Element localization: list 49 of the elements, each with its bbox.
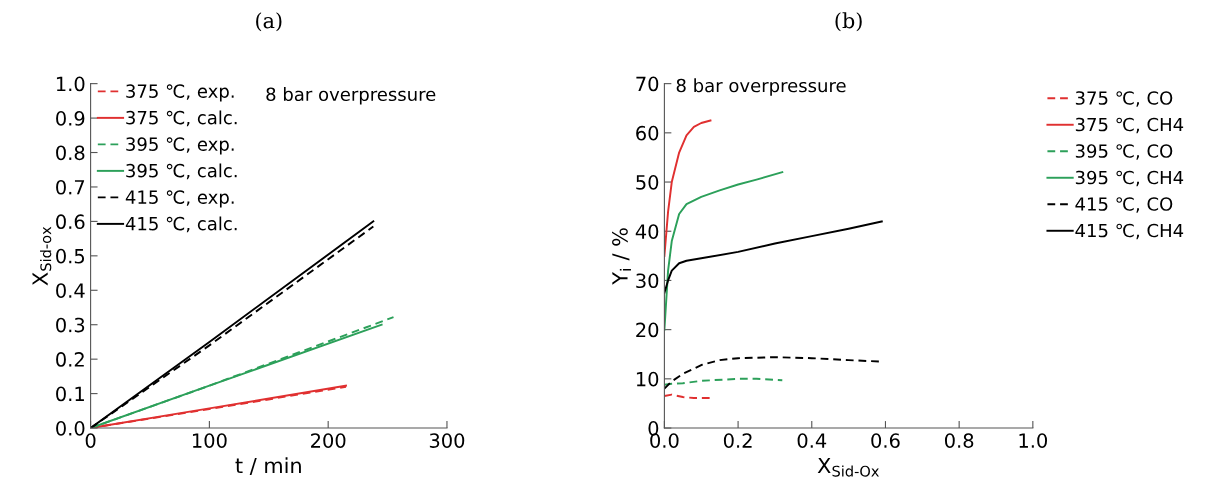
x-tick-label: 200 bbox=[311, 433, 346, 448]
x-tick-label: 100 bbox=[192, 433, 227, 448]
y-tick-label: 70 bbox=[636, 76, 659, 92]
y-tick-label: 0.3 bbox=[56, 317, 85, 333]
legend-label: 375 ℃, exp. bbox=[126, 84, 234, 102]
y-tick-label: 20 bbox=[636, 322, 659, 338]
legend-label: 415 ℃, CH4 bbox=[1075, 223, 1184, 240]
legend-label: 375 ℃, calc. bbox=[126, 110, 237, 127]
y-axis-title: X$_{Sid-ox}$ bbox=[32, 226, 52, 286]
legend-label: 415 ℃, exp. bbox=[125, 190, 234, 208]
y-tick-label: 50 bbox=[636, 175, 659, 190]
legend-label: 395 ℃, calc. bbox=[126, 163, 237, 180]
legend-label: 395 ℃, CO bbox=[1075, 144, 1173, 160]
y-tick-label: 1.0 bbox=[56, 76, 85, 92]
x-axis-title: X$_{Sid-Ox}$ bbox=[817, 457, 879, 477]
y-tick-label: 60 bbox=[636, 125, 659, 141]
y-tick-label: 0.6 bbox=[56, 214, 85, 230]
legend-label: 415 ℃, CO bbox=[1075, 197, 1173, 213]
y-tick-label: 0.1 bbox=[56, 386, 84, 402]
line-series bbox=[664, 119, 712, 257]
y-tick-label: 0.9 bbox=[56, 111, 85, 126]
y-tick-label: 0.2 bbox=[56, 352, 84, 367]
y-tick-label: 30 bbox=[636, 273, 659, 289]
line-series bbox=[664, 220, 883, 294]
chart-title: (b) bbox=[835, 12, 862, 32]
y-tick-label: 40 bbox=[635, 224, 659, 239]
x-tick-label: 0.4 bbox=[797, 433, 827, 448]
x-tick-label: 300 bbox=[429, 433, 465, 448]
x-tick-label: 0.6 bbox=[871, 433, 900, 448]
legend-label: 375 ℃, CH4 bbox=[1075, 117, 1184, 134]
y-tick-label: 0.7 bbox=[56, 179, 85, 195]
y-tick-label: 0.8 bbox=[56, 145, 85, 161]
y-tick-label: 10 bbox=[636, 371, 659, 387]
x-tick-label: 0.2 bbox=[723, 433, 752, 448]
annotation: 8 bar overpressure bbox=[266, 87, 436, 105]
x-tick-label: 0 bbox=[85, 433, 96, 448]
legend-label: 395 ℃, exp. bbox=[126, 137, 234, 155]
x-tick-label: 0.8 bbox=[944, 433, 974, 448]
legend-label: 395 ℃, CH4 bbox=[1075, 170, 1184, 187]
chart-title: (a) bbox=[256, 12, 282, 32]
y-tick-label: 0.0 bbox=[56, 421, 85, 436]
legend-label: 375 ℃, CO bbox=[1075, 91, 1173, 107]
annotation: 8 bar overpressure bbox=[676, 78, 846, 96]
y-tick-label: 0.4 bbox=[56, 283, 85, 298]
x-tick-label: 1.0 bbox=[1019, 433, 1048, 448]
legend-label: 415 ℃, calc. bbox=[125, 216, 237, 233]
y-tick-label: 0.5 bbox=[56, 248, 85, 264]
x-axis-title: t / min bbox=[235, 457, 301, 476]
y-axis-title: Y$_{i}$ / % bbox=[612, 228, 631, 285]
